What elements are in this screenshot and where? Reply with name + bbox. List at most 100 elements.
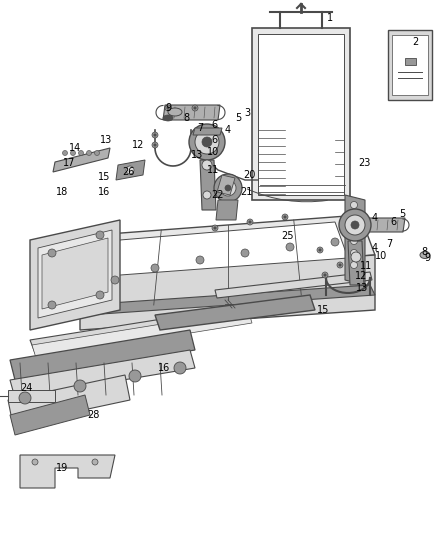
Polygon shape (116, 160, 145, 180)
Circle shape (192, 105, 198, 111)
Text: 16: 16 (158, 363, 170, 373)
Circle shape (324, 274, 326, 276)
Text: 8: 8 (183, 113, 189, 123)
Circle shape (282, 214, 288, 220)
Text: 14: 14 (69, 143, 81, 153)
Text: 10: 10 (375, 251, 387, 261)
Ellipse shape (163, 115, 173, 121)
Circle shape (350, 225, 357, 232)
Circle shape (32, 459, 38, 465)
Text: 26: 26 (122, 167, 134, 177)
Circle shape (225, 185, 231, 191)
Text: 15: 15 (317, 305, 329, 315)
Text: 17: 17 (63, 158, 75, 168)
Circle shape (194, 107, 196, 109)
Circle shape (241, 249, 249, 257)
Polygon shape (193, 128, 222, 135)
Circle shape (19, 392, 31, 404)
Circle shape (152, 142, 158, 148)
Circle shape (331, 238, 339, 246)
Text: 4: 4 (225, 125, 231, 135)
Circle shape (96, 231, 104, 239)
Text: 4: 4 (372, 213, 378, 223)
Text: 11: 11 (207, 165, 219, 175)
Circle shape (129, 370, 141, 382)
Circle shape (351, 252, 361, 262)
Text: 6: 6 (211, 120, 217, 130)
Circle shape (154, 134, 156, 136)
Circle shape (214, 174, 242, 202)
Circle shape (212, 225, 218, 231)
Polygon shape (216, 200, 238, 220)
Circle shape (350, 201, 357, 208)
Circle shape (350, 249, 357, 256)
Circle shape (351, 221, 359, 229)
Circle shape (322, 272, 328, 278)
Circle shape (317, 247, 323, 253)
Polygon shape (80, 255, 375, 330)
Circle shape (284, 216, 286, 218)
Polygon shape (10, 395, 90, 435)
Polygon shape (405, 58, 416, 65)
Circle shape (220, 180, 236, 196)
Circle shape (196, 256, 204, 264)
Polygon shape (258, 34, 344, 195)
Circle shape (339, 264, 341, 266)
Text: 13: 13 (191, 150, 203, 160)
Text: 11: 11 (360, 261, 372, 271)
Text: 12: 12 (355, 271, 367, 281)
Text: 7: 7 (197, 123, 203, 133)
Polygon shape (392, 35, 428, 95)
Circle shape (339, 209, 371, 241)
Polygon shape (348, 241, 364, 285)
Text: 19: 19 (56, 463, 68, 473)
Circle shape (78, 150, 84, 156)
Polygon shape (32, 310, 252, 358)
Circle shape (111, 276, 119, 284)
Text: 6: 6 (390, 217, 396, 227)
Circle shape (152, 132, 158, 138)
Text: 8: 8 (421, 247, 427, 257)
Polygon shape (163, 105, 220, 120)
Polygon shape (10, 330, 195, 380)
Circle shape (165, 105, 171, 111)
Text: 13: 13 (356, 283, 368, 293)
Text: 20: 20 (243, 170, 255, 180)
Text: 5: 5 (235, 113, 241, 123)
Text: 4: 4 (372, 243, 378, 253)
Text: 13: 13 (100, 135, 112, 145)
Polygon shape (8, 390, 55, 402)
Text: 21: 21 (240, 187, 252, 197)
Circle shape (247, 219, 253, 225)
Text: 7: 7 (386, 239, 392, 249)
Circle shape (151, 264, 159, 272)
Circle shape (203, 191, 211, 199)
Circle shape (154, 144, 156, 146)
Polygon shape (30, 305, 255, 353)
Text: 25: 25 (282, 231, 294, 241)
Polygon shape (38, 230, 112, 318)
Polygon shape (215, 272, 372, 298)
Text: 28: 28 (87, 410, 99, 420)
Text: 5: 5 (399, 209, 405, 219)
Polygon shape (20, 455, 115, 488)
Circle shape (345, 215, 365, 235)
Polygon shape (388, 30, 432, 100)
Circle shape (126, 166, 134, 174)
Text: 15: 15 (98, 172, 110, 182)
Circle shape (202, 137, 212, 147)
Circle shape (202, 160, 212, 170)
Circle shape (95, 150, 99, 156)
Polygon shape (107, 222, 348, 276)
Polygon shape (10, 350, 195, 398)
Circle shape (195, 130, 219, 154)
Polygon shape (53, 148, 110, 172)
Circle shape (350, 214, 357, 221)
Ellipse shape (420, 252, 430, 259)
Circle shape (71, 150, 75, 156)
Polygon shape (345, 195, 365, 285)
Text: 2: 2 (412, 37, 418, 47)
Circle shape (48, 301, 56, 309)
Polygon shape (200, 160, 216, 210)
Circle shape (214, 227, 216, 229)
